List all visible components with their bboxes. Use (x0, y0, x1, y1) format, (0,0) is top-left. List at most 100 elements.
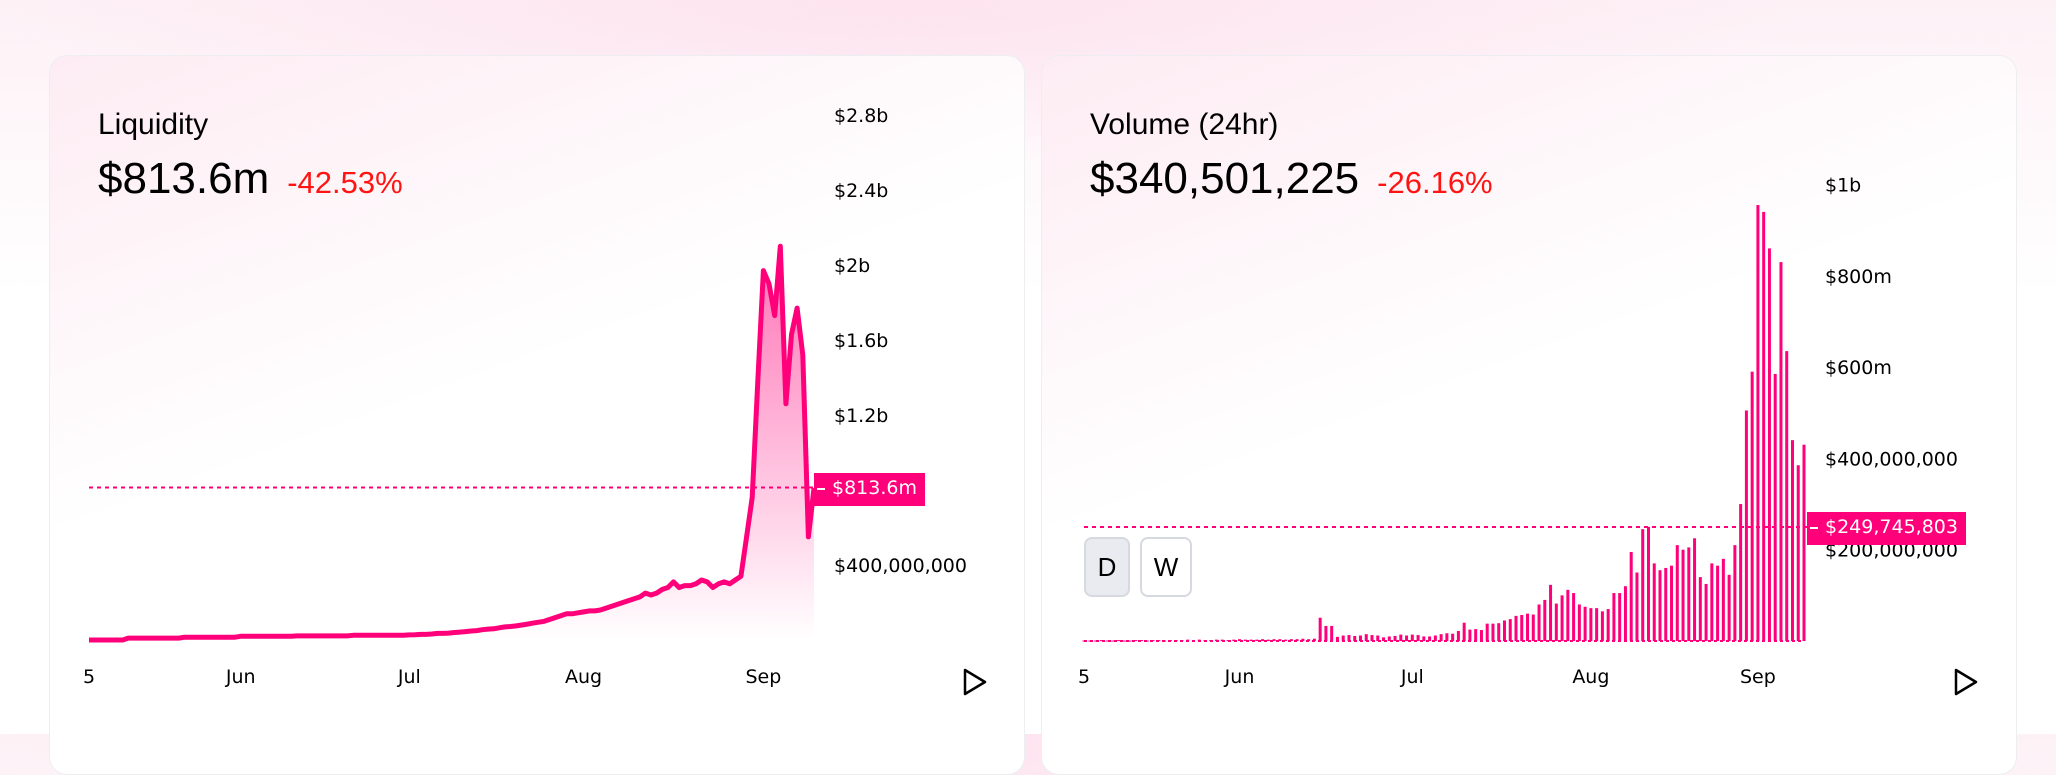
volume-bar (1698, 577, 1702, 641)
volume-bar (1451, 633, 1455, 641)
volume-bar (1652, 563, 1656, 641)
y-tick-label: $1.2b (834, 405, 888, 427)
weekly-button[interactable]: W (1140, 537, 1192, 597)
volume-bar (1203, 640, 1207, 642)
volume-bar (1088, 640, 1092, 642)
volume-bar (1474, 629, 1478, 641)
volume-bar (1664, 567, 1668, 641)
volume-bar (1577, 604, 1581, 641)
volume-bar (1646, 526, 1650, 641)
volume-bar (1600, 611, 1604, 641)
volume-bar (1721, 558, 1725, 641)
x-tick-label: Jul (1400, 666, 1424, 688)
volume-bar (1318, 617, 1322, 641)
volume-bar (1180, 640, 1184, 642)
volume-chart[interactable]: $1b $800m $600m $400,000,000 $200,000,000 5 Ju… (1042, 56, 2017, 775)
volume-bar (1670, 565, 1674, 641)
y-tick-label: $800m (1825, 266, 1892, 288)
volume-bar (1295, 639, 1299, 641)
y-tick-label: $600m (1825, 357, 1892, 379)
volume-bar (1145, 640, 1149, 642)
volume-bar (1353, 635, 1357, 641)
y-tick-label: $400,000,000 (1825, 448, 1958, 470)
volume-bar (1255, 639, 1259, 641)
volume-bar (1502, 620, 1506, 641)
x-tick-label: Aug (1572, 666, 1609, 688)
volume-bar (1226, 640, 1230, 642)
liquidity-title: Liquidity (98, 108, 209, 141)
volume-bar (1405, 635, 1409, 641)
volume-bar (1744, 410, 1748, 641)
volume-bar (1387, 636, 1391, 641)
volume-bar (1335, 636, 1339, 641)
volume-bar (1151, 640, 1155, 642)
volume-bar (1416, 635, 1420, 641)
volume-bar (1117, 640, 1121, 642)
volume-title: Volume (24hr) (1090, 108, 1279, 141)
volume-bar (1583, 606, 1587, 641)
volume-bar (1324, 625, 1328, 641)
volume-bar (1445, 633, 1449, 641)
volume-bar (1612, 593, 1616, 641)
liquidity-chart[interactable]: $2.8b $2.4b $2b $1.6b $1.2b $400,000,000 5 Jun J… (50, 56, 1025, 775)
volume-value: $340,501,225 (1090, 154, 1360, 203)
volume-bar (1341, 635, 1345, 641)
volume-bar (1433, 635, 1437, 641)
volume-bar (1618, 593, 1622, 641)
x-tick-label: Jul (397, 666, 421, 688)
volume-bar (1370, 635, 1374, 641)
volume-bar (1606, 609, 1610, 641)
volume-bar (1641, 529, 1645, 641)
volume-bar (1710, 563, 1714, 641)
volume-bar (1497, 623, 1501, 641)
volume-bar (1399, 634, 1403, 641)
x-tick-label: Jun (1224, 666, 1255, 688)
volume-bar (1284, 639, 1288, 641)
volume-bar (1560, 595, 1564, 641)
volume-bar (1479, 630, 1483, 641)
volume-bar (1122, 640, 1126, 642)
volume-bar (1589, 608, 1593, 641)
play-icon[interactable] (962, 668, 988, 696)
volume-bar (1537, 604, 1541, 641)
volume-bar (1773, 373, 1777, 641)
volume-bar (1485, 623, 1489, 641)
volume-bar (1681, 549, 1685, 641)
liquidity-value-row: $813.6m -42.53% (98, 154, 403, 204)
liquidity-card: Liquidity $813.6m -42.53% $2.8b $2.4b $2b $1… (49, 55, 1025, 775)
volume-change: -26.16% (1377, 165, 1493, 200)
y-tick-label: $2.4b (834, 180, 888, 202)
volume-current-label: $249,745,803 (1807, 512, 1966, 545)
volume-bar (1128, 640, 1132, 642)
volume-bar (1168, 640, 1172, 642)
liquidity-current-label: $813.6m (814, 473, 925, 506)
volume-bar (1099, 640, 1103, 642)
x-tick-label: 5 (1078, 666, 1090, 688)
volume-bar (1543, 599, 1547, 641)
x-tick-label: 5 (83, 666, 95, 688)
daily-button[interactable]: D (1084, 537, 1130, 597)
volume-bar (1520, 614, 1524, 641)
x-tick-label: Jun (225, 666, 256, 688)
volume-bar (1566, 589, 1570, 641)
volume-bar (1376, 635, 1380, 641)
volume-bar (1549, 584, 1553, 641)
volume-bar (1733, 545, 1737, 641)
volume-bar (1134, 640, 1138, 642)
volume-bar (1410, 634, 1414, 641)
volume-bar (1191, 640, 1195, 642)
volume-bar (1312, 638, 1316, 641)
volume-bar (1716, 565, 1720, 641)
liquidity-change: -42.53% (287, 165, 403, 200)
volume-bar (1802, 444, 1806, 641)
volume-bar (1393, 635, 1397, 641)
volume-bar (1094, 640, 1098, 642)
volume-bar (1491, 623, 1495, 641)
volume-bar (1140, 640, 1144, 642)
volume-bar (1790, 440, 1794, 641)
volume-bar (1462, 622, 1466, 641)
volume-bar (1347, 635, 1351, 641)
volume-bar (1105, 640, 1109, 642)
play-icon[interactable] (1953, 668, 1979, 696)
volume-bar (1272, 639, 1276, 641)
